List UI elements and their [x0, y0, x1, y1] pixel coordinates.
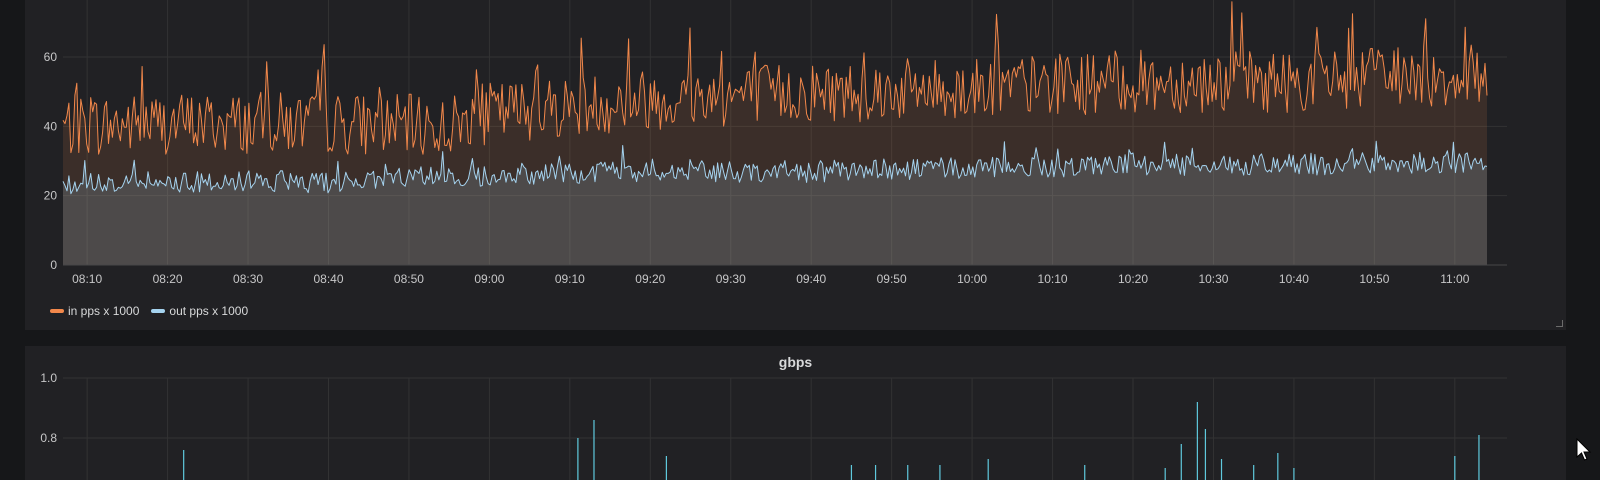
y-tick-label: 1.0	[40, 371, 57, 385]
gbps-chart: 0.8 1.0	[40, 371, 1507, 480]
series-area-1	[63, 141, 1487, 265]
out-pps-swatch-icon	[151, 309, 166, 313]
y-tick-label: 0	[50, 258, 57, 272]
x-tick-label: 09:00	[474, 272, 504, 286]
x-tick-label: 10:20	[1118, 272, 1148, 286]
x-tick-label: 09:30	[716, 272, 746, 286]
series-line-1	[62, 140, 1488, 195]
x-tick-label: 08:10	[72, 272, 102, 286]
series-line-0	[62, 1, 1488, 155]
legend-label-in-pps: in pps x 1000	[68, 304, 140, 318]
gbps-graph-panel: gbps 0.8 1.0	[25, 346, 1566, 480]
legend-label-out-pps: out pps x 1000	[169, 304, 249, 318]
x-tick-label: 09:20	[635, 272, 665, 286]
x-tick-label: 10:00	[957, 272, 987, 286]
series-area-0	[63, 1, 1487, 266]
x-tick-label: 08:50	[394, 272, 424, 286]
x-tick-label: 10:10	[1038, 272, 1068, 286]
gbps-grid	[63, 377, 1507, 480]
x-tick-label: 09:10	[555, 272, 585, 286]
y-tick-label: 0.8	[40, 431, 57, 445]
y-tick-label: 20	[44, 189, 58, 203]
panel-resize-handle[interactable]	[1556, 320, 1563, 327]
mouse-cursor-icon	[1576, 438, 1592, 461]
x-tick-label: 09:50	[877, 272, 907, 286]
y-tick-label: 40	[44, 119, 58, 133]
x-tick-label: 09:40	[796, 272, 826, 286]
in-pps-swatch-icon	[50, 309, 64, 313]
legend-item-in-pps[interactable]: in pps x 1000	[50, 304, 139, 318]
x-tick-label: 08:40	[313, 272, 343, 286]
y-tick-label: 60	[44, 50, 58, 64]
x-tick-label: 10:30	[1198, 272, 1228, 286]
pps-graph-panel: 08:10 08:20 08:30 08:40 08:50 09:00 09:10 09:20…	[25, 0, 1566, 330]
x-tick-label: 08:20	[153, 272, 183, 286]
legend-item-out-pps[interactable]: out pps x 1000	[151, 304, 248, 318]
x-tick-label: 10:40	[1279, 272, 1309, 286]
x-tick-label: 10:50	[1359, 272, 1389, 286]
pps-legend: in pps x 1000 out pps x 1000	[50, 304, 248, 318]
panel-title[interactable]: gbps	[778, 354, 813, 370]
pps-chart: 08:10 08:20 08:30 08:40 08:50 09:00 09:10 09:20…	[44, 0, 1507, 286]
x-tick-label: 08:30	[233, 272, 263, 286]
x-tick-label: 11:00	[1440, 272, 1469, 286]
